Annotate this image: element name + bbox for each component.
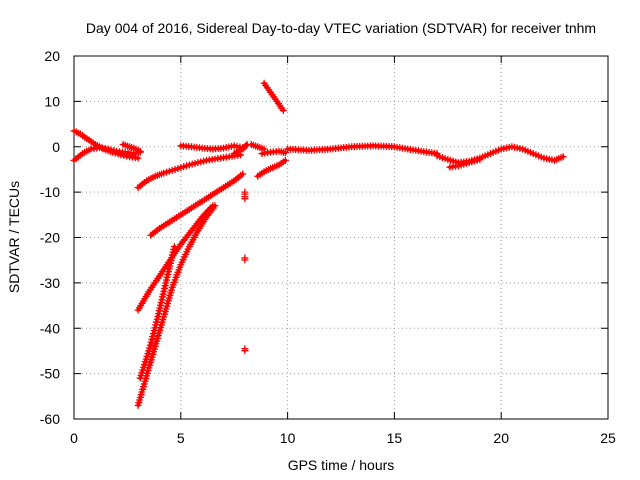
x-axis-title: GPS time / hours (288, 457, 395, 473)
series-arc-8 (136, 243, 178, 382)
series-arc-15 (260, 79, 287, 114)
series-arc-3 (119, 140, 144, 155)
series-arc-5 (147, 170, 247, 239)
data-point (241, 195, 249, 203)
series-line (149, 172, 245, 237)
series-arc-16 (284, 142, 441, 158)
series-arc-10 (230, 140, 251, 158)
data-point (136, 147, 144, 155)
data-point (260, 145, 268, 153)
y-tick-label: 10 (44, 93, 60, 109)
chart-title: Day 004 of 2016, Sidereal Day-to-day VTE… (86, 20, 596, 36)
grid-lines (74, 56, 608, 419)
data-point (559, 153, 567, 161)
data-point (281, 149, 289, 157)
data-point (281, 156, 289, 164)
y-tick-label: -30 (40, 275, 60, 291)
series-arc-11 (241, 188, 249, 355)
series-arc-14 (258, 147, 289, 158)
y-tick-label: 0 (52, 139, 60, 155)
series-arc-7 (134, 202, 219, 409)
data-point (242, 142, 250, 150)
y-axis-tick-labels: -60 -50 -40 -30 -20 -10 0 10 20 (40, 48, 60, 427)
data-point (241, 256, 249, 264)
data-point (211, 202, 219, 210)
data-series (70, 79, 567, 409)
series-arc-4 (134, 151, 245, 192)
data-point (239, 170, 247, 178)
y-tick-label: -60 (40, 411, 60, 427)
data-point (170, 243, 178, 251)
x-tick-label: 15 (387, 430, 403, 446)
series-arc-18 (446, 155, 484, 171)
x-tick-label: 10 (280, 430, 296, 446)
data-point (241, 347, 249, 355)
series-line (136, 153, 243, 190)
axis-ticks (73, 55, 609, 420)
y-tick-label: -20 (40, 230, 60, 246)
y-axis-title: SDTVAR / TECUs (6, 181, 22, 293)
data-point (476, 155, 484, 163)
x-tick-label: 20 (493, 430, 509, 446)
y-tick-label: 20 (44, 48, 60, 64)
data-point (279, 106, 287, 114)
x-tick-label: 0 (70, 430, 78, 446)
y-tick-label: -40 (40, 320, 60, 336)
x-tick-label: 25 (600, 430, 616, 446)
y-tick-label: -50 (40, 366, 60, 382)
x-tick-label: 5 (177, 430, 185, 446)
y-tick-label: -10 (40, 184, 60, 200)
series-arc-13 (254, 156, 289, 180)
x-axis-tick-labels: 0 5 10 15 20 25 (70, 430, 616, 446)
